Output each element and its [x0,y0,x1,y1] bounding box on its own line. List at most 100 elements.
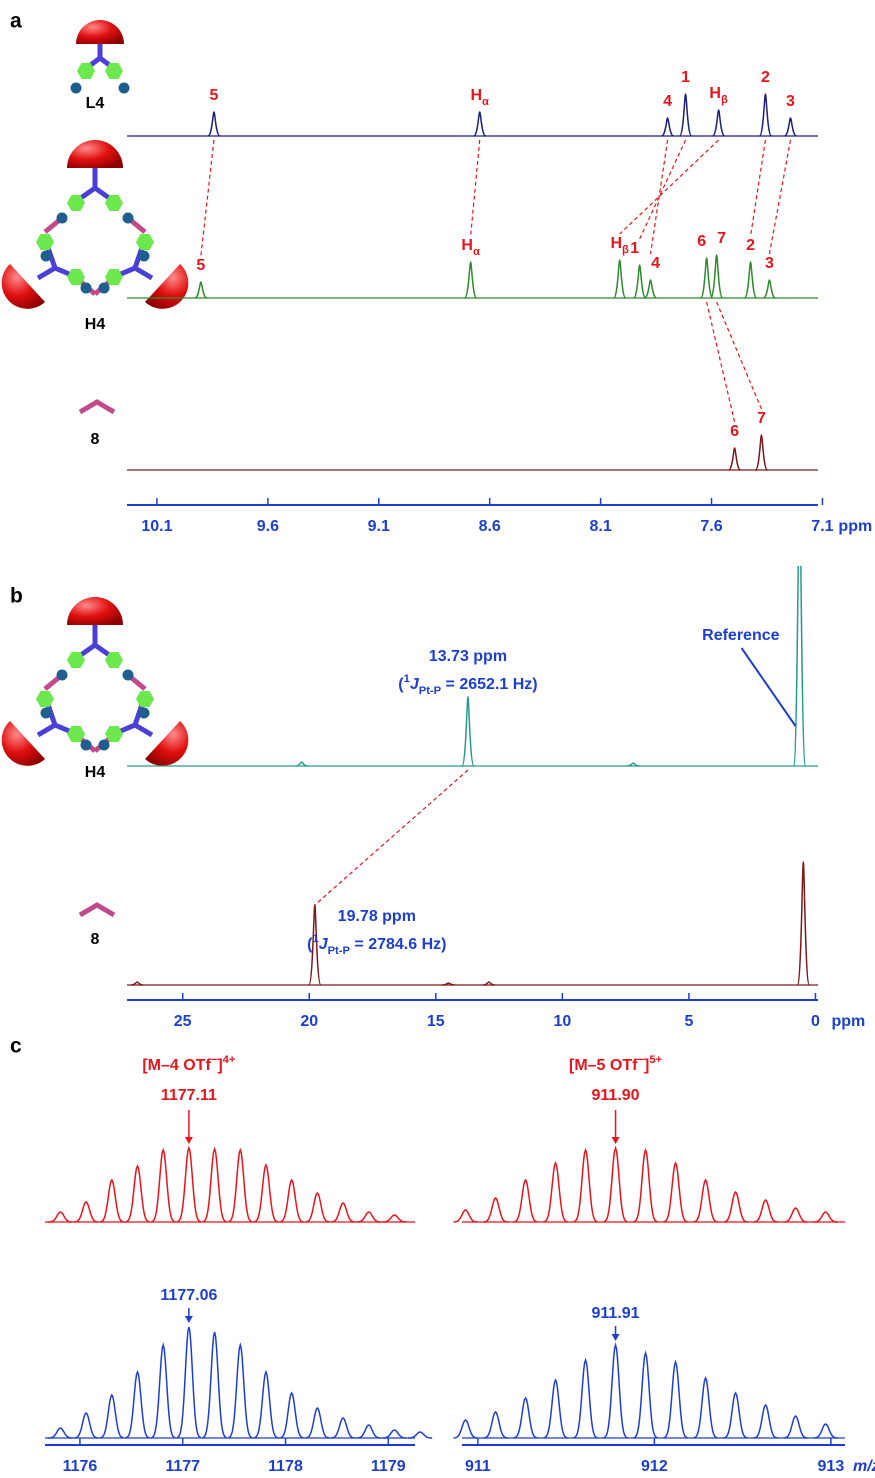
label-part: H [709,85,721,102]
peak [634,265,646,298]
peak [574,1360,598,1438]
ball [71,83,82,94]
peak [254,1165,278,1222]
peak [331,1418,355,1438]
peak [745,262,757,298]
peak [634,1150,658,1222]
h4-icon [2,140,189,309]
peak-label: 3 [786,93,795,110]
peak [382,1215,406,1222]
coupling-label: (1JPt-P = 2784.6 Hz) [307,933,446,957]
x-tick-label: 10.1 [141,518,172,535]
ball [119,83,130,94]
peak-label: 1 [630,240,639,257]
label-part: Pt-P [419,685,442,697]
peak [382,1430,406,1438]
peak [797,862,809,985]
peak [228,1345,252,1438]
peak-label: 2 [761,69,770,86]
peak-label: 6 [697,233,706,250]
peak [151,1345,175,1438]
peak [784,1208,808,1222]
peak [514,1398,538,1438]
peak [662,118,674,136]
peak [664,1163,688,1222]
label-part: H [470,87,482,104]
spectrum [127,862,818,985]
peak [203,1332,227,1438]
peak [784,1416,808,1438]
label-part: [M–4 OTf [142,1057,211,1074]
panel-label: a [10,10,22,33]
peak-label: 5 [210,87,219,104]
spectrum [127,255,818,298]
x-tick-label: 911 [465,1458,491,1475]
arrow-head [612,1334,620,1341]
x-tick-label: 8.1 [589,518,611,535]
peak-label: 2 [746,237,755,254]
peak [614,260,626,298]
ion-label: [M–5 OTf−]5+ [569,1054,663,1074]
compound-label: 8 [91,931,100,948]
connector [471,140,480,236]
connector [717,302,762,409]
x-tick-label: 1178 [268,1458,303,1475]
peak-label: Hα [470,87,489,108]
x-tick-label: 15 [427,1013,445,1030]
peak [465,262,477,298]
peak [100,1395,124,1438]
peak-value-label: 1177.11 [161,1087,217,1104]
peak-label: 19.78 ppm [338,908,416,925]
peak [408,1432,432,1438]
peak [100,1180,124,1222]
peak [604,1345,628,1438]
ion-label: [M–4 OTf−]4+ [142,1054,236,1074]
label-part: α [473,246,480,258]
spectrum [45,1327,432,1438]
h4-icon [2,597,189,766]
peak [74,1413,98,1438]
l4-icon [71,20,130,94]
leader-line [742,648,796,726]
peak [195,282,207,298]
connector [651,140,668,254]
chevron-icon [80,402,114,412]
compound-label: H4 [85,764,106,781]
connector [707,302,735,422]
peak [48,1428,72,1438]
spectrum [127,435,818,470]
peak [305,1408,329,1438]
label-part: β [622,244,629,256]
peak [454,1420,478,1438]
peak [694,1180,718,1222]
peak [228,1150,252,1222]
spectrum [127,466,818,766]
peak-label: Hα [461,237,480,258]
peak [254,1372,278,1438]
spectrum [45,1148,415,1222]
peak [126,1166,150,1222]
peak [724,1192,748,1222]
peak [357,1425,381,1438]
peak [280,1393,304,1438]
peak [763,280,775,298]
x-tick-label: 8.6 [479,518,501,535]
peak [701,258,713,298]
peak [484,1198,508,1222]
peak [604,1148,628,1222]
peak [754,1200,778,1222]
peak [574,1150,598,1222]
peak [177,1327,201,1438]
peak [454,1210,478,1222]
x-tick-label: 1179 [371,1458,406,1475]
figure: a10.19.69.18.68.17.67.1ppmL45Hα41Hβ23H45… [0,0,875,1478]
arrow-head [612,1137,620,1144]
peak [280,1180,304,1222]
peak [724,1393,748,1438]
x-tick-label: 0 [811,1013,820,1030]
x-tick-label: 5 [684,1013,693,1030]
connector [315,770,468,905]
peak [126,1372,150,1438]
x-tick-label: 20 [300,1013,318,1030]
peak [634,1353,658,1438]
